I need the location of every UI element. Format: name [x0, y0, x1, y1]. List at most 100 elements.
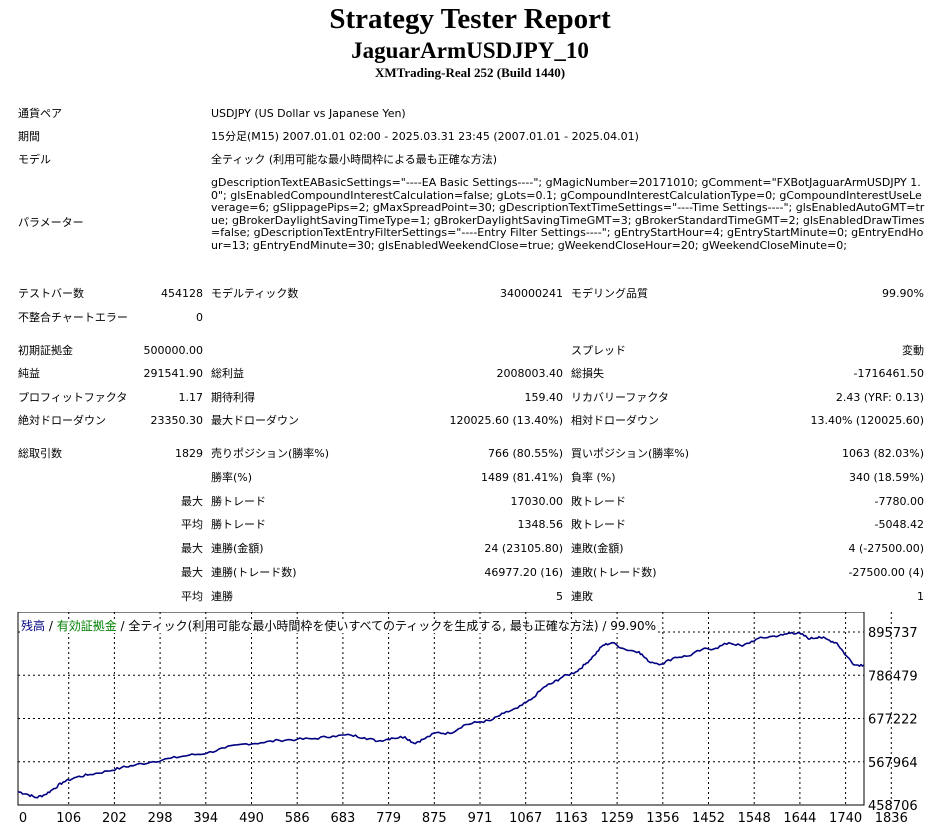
short-positions-value: 766 (80.55%) — [487, 447, 563, 460]
bars-value: 454128 — [161, 287, 203, 300]
balance-chart: 895737 786479 677222 567964 458706 0 106 202 298… — [17, 612, 918, 826]
net-profit-value: 291541.90 — [143, 367, 204, 380]
legend-equity: 有効証拠金 — [56, 619, 117, 633]
legend-separator: / — [45, 619, 57, 633]
win-rate-value: 1489 (81.41%) — [480, 471, 563, 484]
avg-cons-prefix: 平均 — [181, 590, 203, 603]
x-tick-label: 875 — [422, 811, 447, 826]
x-tick-label: 1548 — [738, 811, 771, 826]
long-positions-value: 1063 (82.03%) — [841, 447, 924, 460]
x-tick-label: 1836 — [875, 811, 908, 826]
expected-payoff-value: 159.40 — [524, 391, 564, 404]
quality-label: モデリング品質 — [571, 287, 648, 300]
x-tick-label: 202 — [102, 811, 127, 826]
avg-loss-label: 敗トレード — [571, 518, 626, 531]
average-prefix: 平均 — [181, 518, 203, 531]
symbol-label: 通貨ペア — [18, 107, 62, 120]
x-tick-label: 106 — [56, 811, 81, 826]
params-value: gDescriptionTextEABasicSettings="----EA … — [211, 176, 925, 252]
symbol-value: USDJPY (US Dollar vs Japanese Yen) — [211, 107, 406, 120]
avg-loss-value: -5048.42 — [874, 518, 924, 531]
avg-cons-losses-value: 1 — [917, 590, 924, 603]
loss-rate-value: 340 (18.59%) — [848, 471, 924, 484]
y-tick-label: 567964 — [868, 756, 918, 771]
cons-losses-amount-value: 4 (-27500.00) — [848, 542, 924, 555]
x-tick-label: 779 — [376, 811, 401, 826]
x-tick-label: 971 — [468, 811, 493, 826]
x-tick-label: 490 — [239, 811, 264, 826]
max-drawdown-label: 最大ドローダウン — [211, 414, 299, 427]
avg-win-value: 1348.56 — [517, 518, 564, 531]
avg-win-label: 勝トレード — [211, 518, 266, 531]
cons-losses-count-label: 連敗(トレード数) — [571, 566, 657, 579]
max-cons-count-prefix: 最大 — [181, 566, 203, 579]
recovery-factor-label: リカバリーファクタ — [571, 391, 669, 404]
deposit-value: 500000.00 — [143, 344, 204, 357]
max-cons-amount-prefix: 最大 — [181, 542, 203, 555]
loss-rate-label: 負率 (%) — [571, 471, 616, 484]
mismatch-value: 0 — [196, 311, 203, 324]
avg-cons-wins-value: 5 — [556, 590, 563, 603]
x-tick-label: 1259 — [601, 811, 634, 826]
win-rate-label: 勝率(%) — [211, 471, 253, 484]
gross-loss-value: -1716461.50 — [853, 367, 924, 380]
x-tick-label: 1067 — [509, 811, 542, 826]
gross-profit-label: 総利益 — [211, 367, 244, 380]
largest-prefix: 最大 — [181, 495, 203, 508]
balance-line — [17, 631, 865, 799]
gross-profit-value: 2008003.40 — [496, 367, 563, 380]
period-label: 期間 — [18, 130, 40, 143]
x-tick-label: 1740 — [829, 811, 862, 826]
cons-wins-count-label: 連勝(トレード数) — [211, 566, 297, 579]
largest-loss-label: 敗トレード — [571, 495, 626, 508]
short-positions-label: 売りポジション(勝率%) — [211, 447, 330, 460]
spread-value: 変動 — [902, 344, 924, 357]
x-tick-label: 1644 — [783, 811, 816, 826]
profit-factor-value: 1.17 — [178, 391, 204, 404]
quality-value: 99.90% — [882, 287, 924, 300]
avg-cons-wins-label: 連勝 — [211, 590, 233, 603]
gross-loss-label: 総損失 — [571, 367, 604, 380]
expected-payoff-label: 期待利得 — [211, 391, 255, 404]
max-drawdown-value: 120025.60 (13.40%) — [449, 414, 563, 427]
x-tick-label: 298 — [148, 811, 173, 826]
chart-legend: 残高 / 有効証拠金 / 全ティック(利用可能な最小時間枠を使いすべてのティック… — [21, 619, 657, 633]
cons-wins-count-value: 46977.20 (16) — [484, 566, 563, 579]
cons-losses-amount-label: 連敗(金額) — [571, 542, 624, 555]
params-label: パラメーター — [18, 216, 84, 229]
long-positions-label: 買いポジション(勝率%) — [571, 447, 690, 460]
cons-wins-amount-value: 24 (23105.80) — [484, 542, 563, 555]
period-value: 15分足(M15) 2007.01.01 02:00 - 2025.03.31 … — [211, 130, 639, 143]
x-tick-label: 1163 — [555, 811, 588, 826]
y-tick-label: 786479 — [868, 669, 918, 684]
ticks-label: モデルティック数 — [211, 287, 299, 300]
mismatch-label: 不整合チャートエラー — [18, 311, 128, 324]
bars-label: テストバー数 — [18, 287, 84, 300]
model-value: 全ティック (利用可能な最小時間枠による最も正確な方法) — [211, 153, 498, 166]
ticks-value: 340000241 — [500, 287, 563, 300]
cons-wins-amount-label: 連勝(金額) — [211, 542, 264, 555]
x-tick-label: 394 — [193, 811, 218, 826]
x-tick-label: 0 — [19, 811, 27, 826]
rel-drawdown-value: 13.40% (120025.60) — [810, 414, 924, 427]
model-label: モデル — [18, 153, 51, 166]
cons-losses-count-value: -27500.00 (4) — [848, 566, 924, 579]
plot-frame — [17, 612, 865, 806]
abs-drawdown-label: 絶対ドローダウン — [18, 414, 106, 427]
spread-label: スプレッド — [571, 344, 626, 357]
legend-balance: 残高 — [21, 619, 46, 633]
total-trades-value: 1829 — [175, 447, 203, 460]
legend-description: / 全ティック(利用可能な最小時間枠を使いすべてのティックを生成する, 最も正確… — [116, 619, 657, 633]
x-tick-label: 586 — [285, 811, 310, 826]
y-tick-label: 677222 — [868, 713, 918, 728]
rel-drawdown-label: 相対ドローダウン — [571, 414, 659, 427]
recovery-factor-value: 2.43 (YRF: 0.13) — [835, 391, 924, 404]
avg-cons-losses-label: 連敗 — [571, 590, 593, 603]
y-tick-label: 895737 — [868, 626, 918, 641]
y-tick-label: 458706 — [868, 799, 918, 814]
x-tick-label: 683 — [330, 811, 355, 826]
deposit-label: 初期証拠金 — [18, 344, 73, 357]
largest-win-value: 17030.00 — [510, 495, 564, 508]
server-name: XMTrading-Real 252 (Build 1440) — [374, 65, 566, 80]
x-tick-label: 1452 — [692, 811, 725, 826]
